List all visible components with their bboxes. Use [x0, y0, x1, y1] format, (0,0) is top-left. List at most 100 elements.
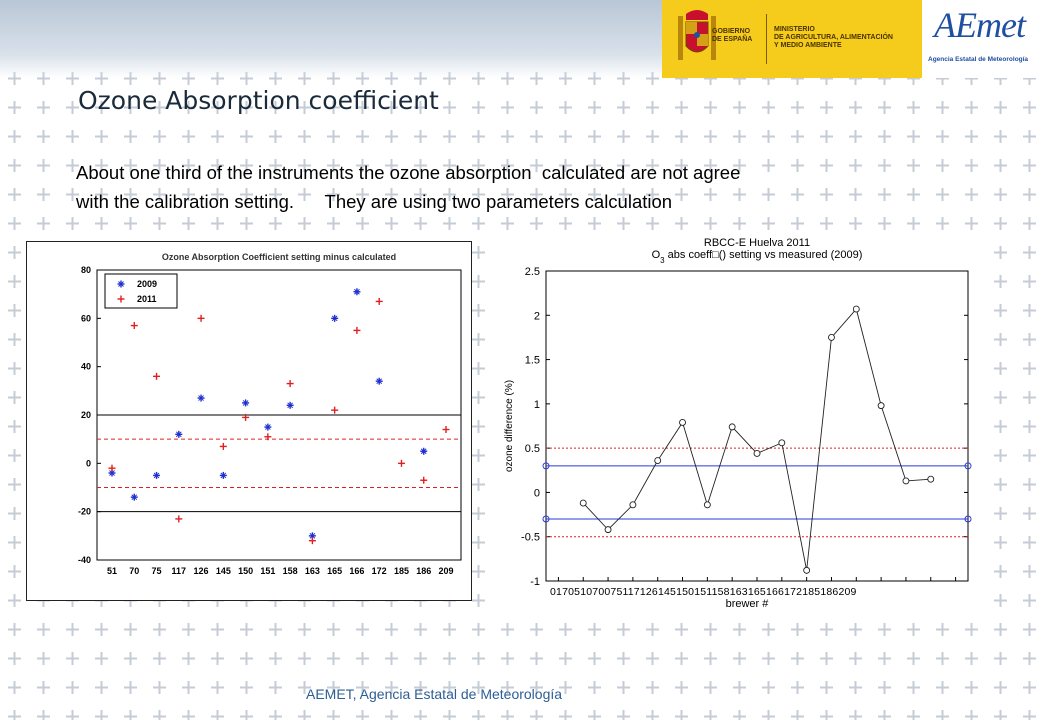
chart1-xtick-label-10: 165	[327, 566, 342, 576]
chart1-point-2011-165	[331, 406, 339, 414]
chart1-point-2009-51	[108, 469, 116, 477]
chart1-point-2011-185	[397, 459, 405, 467]
chart1-legend-box	[104, 273, 178, 309]
chart2-point-126	[679, 419, 686, 426]
body-line-1: About one third of the instruments the o…	[76, 162, 741, 183]
chart2-ytick-label-6: 2	[534, 310, 540, 322]
footer-text: AEMET, Agencia Estatal de Meteorología	[306, 686, 563, 702]
chart1-legend-marker-2009	[117, 280, 125, 288]
coat-of-arms-icon	[678, 10, 716, 60]
chart1-point-2011-126	[197, 314, 205, 322]
chart2-xtick-label-6: 145	[658, 586, 676, 598]
chart2-hline-marker-left-1	[542, 515, 550, 523]
government-logo: GOBIERNO DE ESPAÑA MINISTERIO DE AGRICUL…	[662, 0, 922, 78]
chart1-point-2009-126-d2	[198, 395, 204, 401]
gobierno-text: GOBIERNO DE ESPAÑA	[712, 28, 753, 43]
chart1-point-2011-51	[108, 464, 116, 472]
chart2-ytick-label-1: -0.5	[521, 532, 540, 544]
chart2-xtick-label-7: 150	[676, 586, 694, 598]
chart1-point-2011-172	[375, 297, 383, 305]
chart1-xtick-label-9: 163	[305, 566, 320, 576]
chart1-point-2009-117-d2	[175, 431, 182, 438]
chart2-ytick-label-7: 2.5	[525, 266, 540, 278]
chart1-point-2009-163-d2	[309, 532, 316, 539]
chart2-point-150	[728, 423, 736, 431]
chart1-ytick-label-1: -20	[78, 507, 91, 517]
chart1-point-2009-126	[197, 394, 205, 402]
chart1-legend: 2009 2011	[104, 273, 178, 309]
chart1-legend-label-2009: 2009	[137, 279, 157, 289]
chart2-subtitle: O3 abs coeff□() setting vs measured (200…	[652, 249, 863, 265]
chart1-xtick-label-12: 172	[372, 566, 387, 576]
chart2-point-185	[902, 477, 910, 485]
logo-divider	[766, 14, 767, 64]
chart1-point-2009-163	[308, 532, 316, 540]
chart1-xtick-label-0: 51	[107, 566, 117, 576]
chart2-xtick-label-1: 051	[568, 586, 586, 598]
chart1-point-2009-70-d2	[131, 494, 138, 501]
chart1-ytick-label-5: 60	[81, 313, 91, 323]
chart1-ytick-label-0: -40	[78, 555, 91, 565]
chart1-title: Ozone Absorption Coefficient setting min…	[162, 252, 396, 262]
chart1-point-2011-70	[130, 322, 138, 330]
chart1-point-2011-158	[286, 380, 294, 388]
chart2-plot-area	[545, 270, 969, 582]
chart1-ytick-label-6: 80	[81, 265, 91, 275]
aemet-logo: AEmet Agencia Estatal de Meteorología	[922, 0, 1040, 78]
chart1-point-2011-209	[442, 426, 450, 433]
chart2-xtick-label-10: 163	[730, 586, 748, 598]
chart2-xtick-label-9: 158	[712, 586, 730, 598]
chart1-point-2011-117	[175, 515, 183, 523]
chart2-point-165	[828, 333, 835, 341]
chart1-point-2009-145	[219, 471, 227, 479]
left-chart-panel: Ozone Absorption Coefficient setting min…	[26, 241, 472, 601]
chart1-point-2009-186	[420, 447, 428, 455]
body-line-2: with the calibration setting. They are u…	[76, 191, 673, 212]
chart1-xtick-label-15: 209	[438, 566, 453, 576]
chart2-xtick-label-4: 117	[623, 586, 640, 598]
chart2-xtick-label-15: 186	[820, 586, 838, 598]
chart1-point-2009-166-d2	[354, 288, 360, 295]
chart1-point-2011-75	[153, 372, 161, 380]
chart2-point-172	[877, 402, 885, 410]
chart1-point-2009-151	[264, 423, 272, 431]
chart2-point-186	[927, 475, 935, 483]
chart1-xtick-label-7: 151	[260, 566, 275, 576]
chart1-point-2009-165	[331, 314, 339, 322]
chart1-point-2009-70	[130, 493, 138, 501]
chart1-point-2009-186-d2	[420, 448, 427, 455]
chart1-point-2009-172	[375, 377, 383, 385]
chart1-xtick-label-4: 126	[194, 566, 209, 576]
aemet-subtitle: Agencia Estatal de Meteorología	[928, 56, 1029, 63]
chart1-legend-marker-2011	[117, 295, 125, 303]
chart1-point-2011-145	[219, 442, 227, 450]
left-scatter-chart: Ozone Absorption Coefficient setting min…	[78, 252, 462, 576]
chart2-xtick-label-16: 209	[838, 586, 856, 598]
chart1-point-2009-158	[286, 401, 294, 409]
chart1-xtick-label-8: 158	[283, 566, 298, 576]
chart2-ytick-label-2: 0	[534, 487, 540, 499]
chart1-xtick-label-3: 117	[172, 566, 187, 576]
chart2-xtick-label-0: 017	[550, 586, 568, 598]
chart2-ylabel: ozone difference (%)	[504, 380, 515, 472]
chart1-point-2009-75-d2	[153, 472, 160, 479]
chart1-point-2009-150	[242, 399, 250, 407]
chart1-point-2011-166	[353, 326, 361, 334]
chart2-xtick-label-12: 166	[766, 586, 784, 598]
chart1-point-2011-163	[308, 537, 316, 545]
chart1-ytick-label-2: 0	[86, 458, 91, 468]
chart1-point-2009-172-d2	[376, 378, 383, 385]
chart1-point-2009-51-d2	[109, 470, 115, 476]
chart1-xtick-label-5: 145	[216, 566, 231, 576]
ministerio-text: MINISTERIO DE AGRICULTURA, ALIMENTACIÓN …	[774, 26, 893, 49]
slide-body: About one third of the instruments the o…	[76, 158, 956, 216]
chart1-point-2011-151	[264, 433, 272, 441]
chart1-legend-marker-2009-d2	[118, 281, 124, 287]
chart1-xtick-label-6: 150	[238, 566, 253, 576]
chart1-xtick-label-1: 70	[129, 566, 139, 576]
chart2-ytick-label-0: -1	[530, 576, 540, 588]
chart1-xtick-label-2: 75	[152, 566, 162, 576]
chart2-point-051	[579, 499, 587, 507]
chart1-xtick-label-11: 166	[349, 566, 364, 576]
chart1-point-2009-165-d2	[331, 315, 338, 322]
